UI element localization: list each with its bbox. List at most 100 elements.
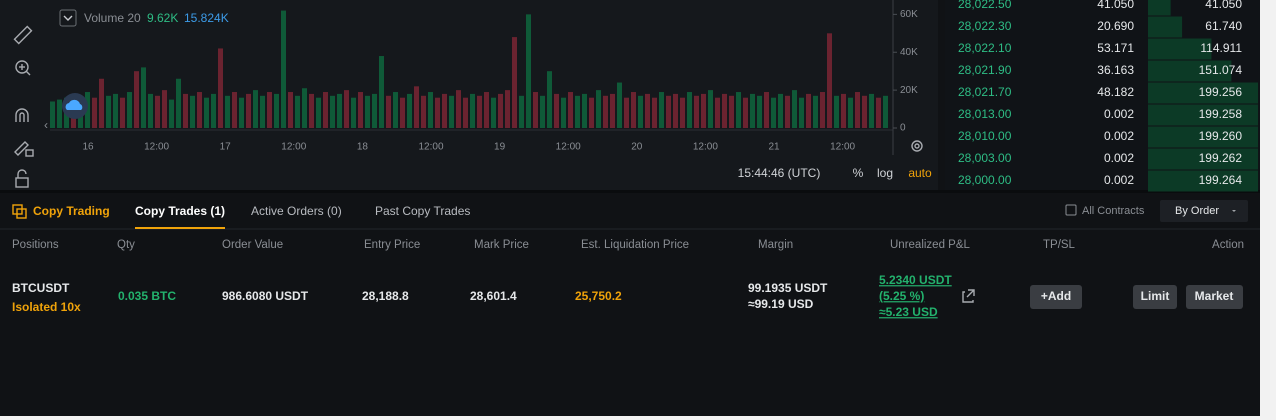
volume-bar xyxy=(582,93,587,128)
volume-bar xyxy=(477,95,482,128)
book-total: 199.260 xyxy=(1199,129,1243,143)
volume-bar xyxy=(169,99,174,128)
volume-bar xyxy=(869,93,874,128)
ruler-tool[interactable] xyxy=(13,25,33,45)
lock-draw-tool[interactable] xyxy=(14,141,34,157)
share-icon[interactable] xyxy=(962,289,975,303)
column-header: Unrealized P&L xyxy=(890,239,971,251)
volume-bar xyxy=(645,93,650,128)
volume-bar xyxy=(183,93,188,128)
x-tick-label: 12:00 xyxy=(418,142,443,153)
book-total: 199.258 xyxy=(1199,107,1243,121)
margin: 99.1935 USDT xyxy=(748,281,828,295)
qty: 0.035 BTC xyxy=(118,289,176,303)
volume-bar xyxy=(330,95,335,128)
sort-dropdown[interactable] xyxy=(1160,200,1248,222)
depth-bar xyxy=(1148,16,1183,38)
depth-bar xyxy=(1148,148,1258,170)
volume-bar xyxy=(757,95,762,128)
settings-icon[interactable] xyxy=(911,140,923,152)
column-header: Action xyxy=(1212,239,1244,251)
y-tick-label: 20K xyxy=(900,85,918,96)
book-price: 28,022.50 xyxy=(958,0,1012,11)
collapse-button[interactable] xyxy=(59,9,77,27)
volume-bar xyxy=(456,90,461,128)
volume-bar xyxy=(743,97,748,128)
limit-button[interactable] xyxy=(1133,285,1177,309)
volume-bar xyxy=(197,92,202,128)
market-button[interactable] xyxy=(1186,285,1243,309)
book-size: 53.171 xyxy=(1097,41,1134,55)
volume-bar xyxy=(120,97,125,128)
x-tick-label: 12:00 xyxy=(830,142,855,153)
book-price: 28,022.30 xyxy=(958,19,1012,33)
volume-bar xyxy=(841,93,846,128)
zoom-tool[interactable] xyxy=(15,60,31,76)
log-toggle[interactable]: log xyxy=(877,166,893,180)
table-header: Positions Qty Order Value Entry Price Mark P… xyxy=(12,239,1244,251)
volume-bar xyxy=(750,93,755,128)
volume-bar xyxy=(225,95,230,128)
volume-ma: 9.62K xyxy=(147,11,178,25)
depth-bar xyxy=(1148,38,1212,60)
volume-bar xyxy=(162,90,167,128)
volume-bar xyxy=(176,78,181,128)
x-tick-label: 12:00 xyxy=(693,142,718,153)
volume-bar xyxy=(393,92,398,128)
add-label: +Add xyxy=(1041,289,1071,303)
volume-bar xyxy=(50,101,55,128)
volume-bar xyxy=(134,71,139,128)
y-tick-label: 0 xyxy=(900,123,906,134)
column-header: Margin xyxy=(758,239,793,251)
column-header: Entry Price xyxy=(364,239,420,251)
book-total: 199.264 xyxy=(1199,173,1243,187)
checkbox[interactable] xyxy=(1065,204,1077,216)
volume-bar xyxy=(309,93,314,128)
x-tick-label: 16 xyxy=(82,142,94,153)
liquidation-price: 25,750.2 xyxy=(575,289,622,303)
pnl: 5.2340 USDT xyxy=(879,273,952,287)
sort-label: By Order xyxy=(1175,205,1219,217)
lock-tool[interactable] xyxy=(15,169,29,188)
volume-bar xyxy=(484,92,489,128)
x-tick-label: 12:00 xyxy=(556,142,581,153)
volume-bar xyxy=(771,97,776,128)
volume-bar xyxy=(302,88,307,128)
percent-toggle[interactable]: % xyxy=(853,166,864,180)
tab[interactable]: Past Copy Trades xyxy=(375,204,470,218)
volume-bar xyxy=(533,92,538,128)
magnet-tool[interactable] xyxy=(15,108,29,122)
volume-bar xyxy=(253,90,258,128)
add-button[interactable] xyxy=(1030,285,1082,309)
volume-bar xyxy=(246,93,251,128)
tab[interactable]: Active Orders (0) xyxy=(251,204,342,218)
volume-bar xyxy=(519,95,524,128)
volume-bar xyxy=(442,93,447,128)
volume-bar xyxy=(652,97,657,128)
column-header: Positions xyxy=(12,239,59,251)
volume-bar xyxy=(491,97,496,128)
x-tick-label: 20 xyxy=(631,142,643,153)
volume-bar xyxy=(414,86,419,128)
volume-bar xyxy=(211,93,216,128)
book-size: 36.163 xyxy=(1097,63,1134,77)
brand-tab[interactable]: Copy Trading xyxy=(33,204,110,218)
tab-active[interactable]: Copy Trades (1) xyxy=(135,204,225,218)
volume-bar xyxy=(512,37,517,128)
pnl-usd: ≈5.23 USD xyxy=(879,305,938,319)
volume-bar xyxy=(428,92,433,128)
auto-toggle[interactable]: auto xyxy=(908,166,932,180)
volume-bar xyxy=(568,92,573,128)
column-header: TP/SL xyxy=(1043,239,1076,251)
volume-bar xyxy=(190,95,195,128)
book-size: 48.182 xyxy=(1097,85,1134,99)
tab-underline xyxy=(135,227,225,229)
volume-bar xyxy=(785,95,790,128)
volume-bar xyxy=(386,95,391,128)
volume-bar xyxy=(400,97,405,128)
volume-bar xyxy=(351,97,356,128)
volume-bar xyxy=(239,97,244,128)
scroll-left[interactable]: ‹ xyxy=(44,118,48,132)
volume-bar xyxy=(148,93,153,128)
volume-bar xyxy=(358,92,363,128)
